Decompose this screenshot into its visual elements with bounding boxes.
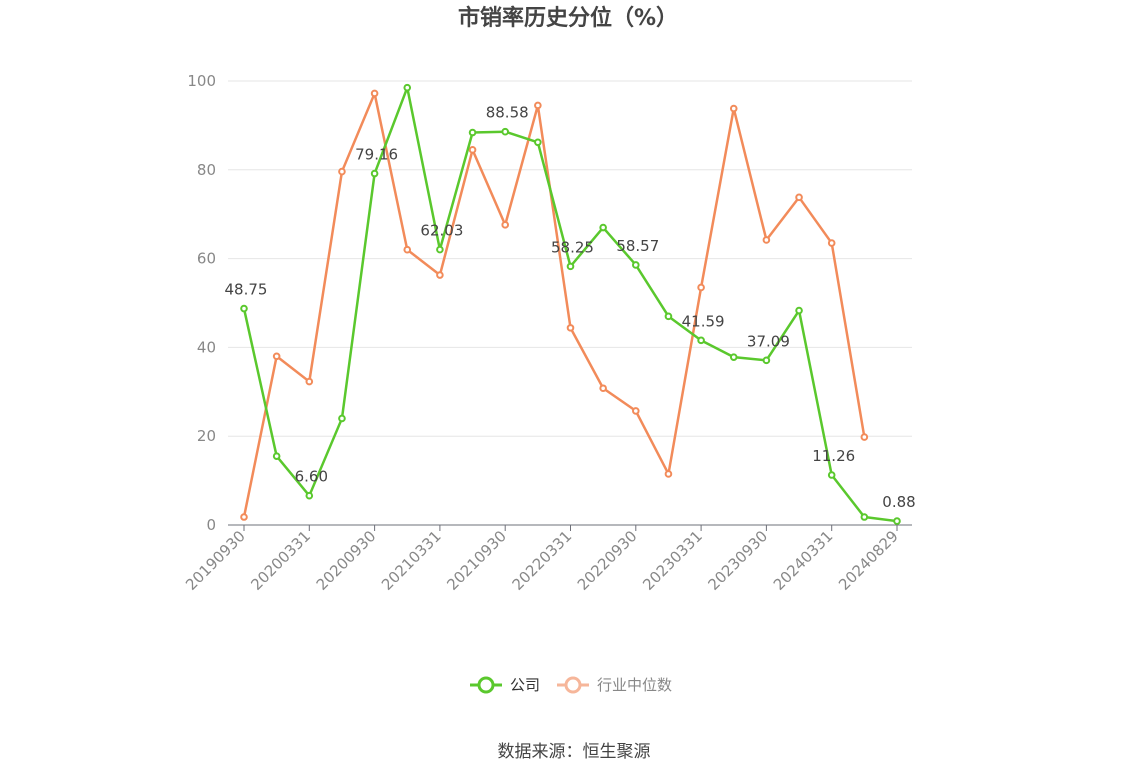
data-label-8: 88.58 <box>486 104 529 122</box>
point-0-1 <box>272 452 281 460</box>
legend-item-industry[interactable]: 行业中位数 <box>557 676 672 694</box>
chart-title: 市销率历史分位（%） <box>458 5 678 31</box>
point-1-17 <box>795 193 803 202</box>
point-0-20 <box>893 517 901 525</box>
point-0-9 <box>534 138 542 147</box>
point-1-11 <box>599 384 607 393</box>
point-1-9 <box>534 101 542 110</box>
series-line-1 <box>242 92 866 518</box>
point-1-8 <box>501 221 510 229</box>
y-tick-label-80: 80 <box>197 161 216 179</box>
x-axis: 2019093020200331202009302021033120210930… <box>182 524 912 594</box>
x-tick-label-20200930: 20200930 <box>313 527 380 594</box>
point-1-3 <box>338 167 346 176</box>
series-line-0 <box>242 86 898 523</box>
y-tick-label-20: 20 <box>197 427 216 445</box>
point-0-10 <box>566 262 575 271</box>
x-tick-label-20220331: 20220331 <box>509 527 576 594</box>
legend-label-company: 公司 <box>510 676 540 694</box>
point-0-16 <box>762 356 771 365</box>
point-0-5 <box>403 83 412 92</box>
point-1-6 <box>436 271 444 279</box>
point-1-18 <box>827 239 836 247</box>
point-1-0 <box>240 513 248 521</box>
point-1-19 <box>860 433 869 441</box>
data-label-4: 79.16 <box>355 146 398 164</box>
series-0 <box>240 83 901 525</box>
x-tick-label-20240829: 20240829 <box>835 527 902 594</box>
point-0-7 <box>468 128 477 137</box>
point-0-3 <box>338 414 346 423</box>
data-label-16: 37.09 <box>747 332 790 350</box>
y-tick-label-60: 60 <box>197 250 216 268</box>
legend-marker-company <box>477 676 495 694</box>
data-label-2: 6.60 <box>295 468 328 486</box>
series-1 <box>240 89 869 521</box>
point-0-15 <box>729 353 738 361</box>
point-0-8 <box>501 127 510 136</box>
data-label-6: 62.03 <box>420 222 463 240</box>
point-1-15 <box>729 104 738 113</box>
point-0-0 <box>240 304 248 313</box>
point-1-14 <box>697 283 705 292</box>
point-0-4 <box>370 169 379 178</box>
y-tick-label-100: 100 <box>187 72 216 90</box>
point-1-13 <box>664 470 673 478</box>
series-layer <box>240 83 901 525</box>
point-0-2 <box>305 491 314 500</box>
x-tick-label-20230930: 20230930 <box>705 527 772 594</box>
data-label-14: 41.59 <box>682 312 725 330</box>
point-1-12 <box>632 407 640 415</box>
x-tick-label-20230331: 20230331 <box>639 527 706 594</box>
source-note: 数据来源：恒生聚源 <box>498 742 651 762</box>
grid <box>228 80 912 437</box>
x-tick-label-20190930: 20190930 <box>182 527 249 594</box>
point-0-18 <box>827 471 836 479</box>
point-0-19 <box>860 513 869 521</box>
y-tick-label-0: 0 <box>206 516 216 534</box>
point-0-11 <box>599 223 607 232</box>
point-0-14 <box>697 336 705 345</box>
point-0-6 <box>436 245 444 254</box>
legend-item-company[interactable]: 公司 <box>470 676 540 694</box>
point-0-17 <box>795 306 803 315</box>
legend[interactable]: 公司 行业中位数 <box>470 676 672 694</box>
point-1-2 <box>305 377 314 386</box>
data-label-18: 11.26 <box>812 447 855 465</box>
data-label-0: 48.75 <box>225 281 268 299</box>
y-tick-label-40: 40 <box>197 338 216 356</box>
legend-label-industry: 行业中位数 <box>597 676 672 694</box>
x-tick-label-20200331: 20200331 <box>247 527 314 594</box>
data-label-20: 0.88 <box>882 493 915 511</box>
point-1-4 <box>370 89 379 98</box>
x-tick-label-20210930: 20210930 <box>443 527 510 594</box>
x-tick-label-20240331: 20240331 <box>770 527 837 594</box>
legend-marker-industry <box>564 676 582 694</box>
data-labels: 48.75 6.60 79.16 62.03 88.58 58.25 58.57 41.59 3… <box>225 104 916 511</box>
point-1-16 <box>762 236 771 244</box>
point-1-7 <box>468 146 477 154</box>
point-1-1 <box>272 352 281 361</box>
point-0-12 <box>632 261 640 269</box>
data-label-10: 58.25 <box>551 238 594 256</box>
point-1-10 <box>566 324 575 332</box>
x-tick-label-20220930: 20220930 <box>574 527 641 594</box>
point-0-13 <box>664 312 673 321</box>
y-axis: 0 20 40 60 80 100 <box>187 72 216 534</box>
x-tick-label-20210331: 20210331 <box>378 527 445 594</box>
point-1-5 <box>403 245 412 254</box>
data-label-12: 58.57 <box>616 237 659 255</box>
